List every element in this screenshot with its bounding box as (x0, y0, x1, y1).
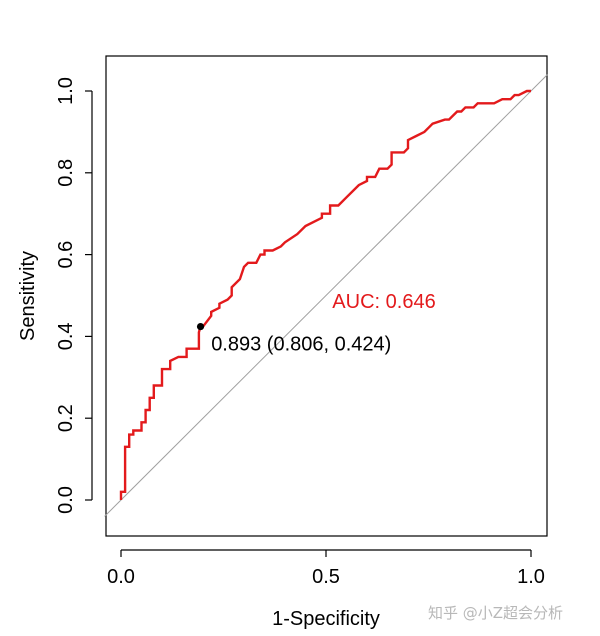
x-axis: 0.0 0.5 1.0 (107, 549, 545, 588)
auc-annotation: AUC: 0.646 (332, 291, 435, 313)
y-axis: 0.0 0.2 0.4 0.6 0.8 1.0 (55, 77, 93, 514)
reference-diagonal (104, 74, 548, 517)
y-tick-label: 0.2 (55, 404, 77, 432)
x-tick-label: 0.5 (312, 566, 340, 588)
plot-frame (105, 55, 548, 537)
y-tick-label: 0.6 (55, 241, 77, 269)
watermark: 知乎 @小Z超会分析 (428, 604, 564, 622)
threshold-annotation: 0.893 (0.806, 0.424) (211, 333, 391, 355)
y-tick-label: 1.0 (55, 77, 77, 105)
x-axis-label: 1-Specificity (272, 608, 380, 630)
roc-curve-line (119, 89, 531, 500)
x-tick-label: 1.0 (517, 566, 545, 588)
y-tick-label: 0.0 (55, 486, 77, 514)
y-axis-label: Sensitivity (17, 251, 39, 341)
y-tick-label: 0.4 (55, 322, 77, 350)
best-threshold-point (196, 322, 205, 331)
y-tick-label: 0.8 (55, 159, 77, 187)
x-tick-label: 0.0 (107, 566, 135, 588)
